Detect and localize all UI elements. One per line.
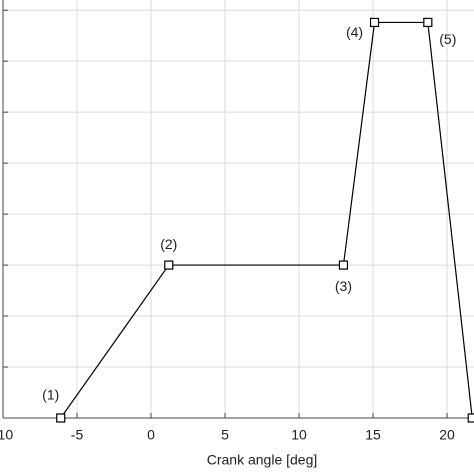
x-tick-label: 10 bbox=[291, 427, 307, 443]
point-label: (2) bbox=[160, 236, 177, 252]
marker bbox=[369, 17, 380, 28]
point-label: (5) bbox=[439, 31, 456, 47]
marker bbox=[467, 413, 474, 423]
x-tick-label: 15 bbox=[365, 427, 381, 443]
marker bbox=[338, 260, 349, 270]
marker bbox=[423, 17, 433, 28]
marker bbox=[164, 260, 174, 270]
x-tick-label: -5 bbox=[71, 427, 84, 443]
marker bbox=[56, 413, 66, 423]
point-label: (1) bbox=[42, 387, 59, 403]
point-label: (4) bbox=[346, 24, 363, 40]
x-tick-label: 5 bbox=[221, 427, 229, 443]
x-tick-label: 0 bbox=[147, 427, 155, 443]
data-line bbox=[60, 21, 473, 419]
x-tick-label: 20 bbox=[439, 427, 455, 443]
x-tick-label: -10 bbox=[0, 427, 13, 443]
x-axis-label: Crank angle [deg] bbox=[207, 452, 318, 468]
point-label: (3) bbox=[335, 278, 352, 294]
